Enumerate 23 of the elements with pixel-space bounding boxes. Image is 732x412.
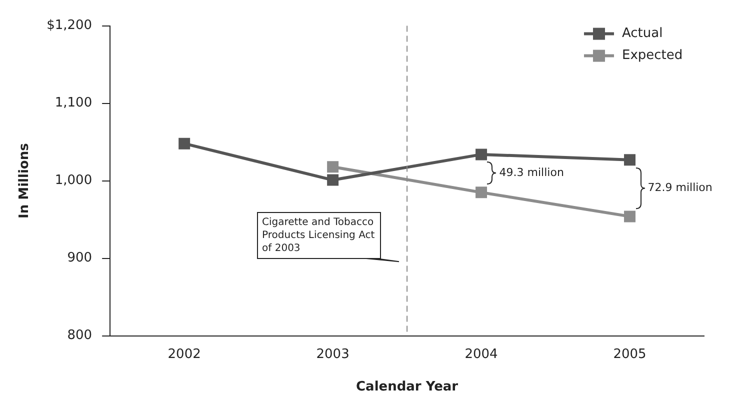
legend-label: Actual [622,26,663,42]
x-tick-label: 2005 [613,346,646,362]
x-axis-title: Calendar Year [356,380,459,395]
point [178,138,190,150]
x-tick-label: 2002 [168,346,201,362]
annotation: 49.3 million [499,166,564,180]
point [624,210,636,222]
y-tick-label: 1,000 [54,173,92,188]
point [327,161,339,173]
y-tick-label: 900 [67,250,92,266]
annotation: Cigarette and Tobacco Products Licensing Act of 2003 [257,212,382,259]
x-tick-label: 2004 [464,346,498,362]
legend-label: Expected [622,48,683,64]
y-axis-title: In Millions [17,142,32,218]
annotation: 72.9 million [648,181,712,196]
x-tick-label: 2003 [316,346,350,362]
y-tick-label: 1,100 [54,96,92,111]
point [476,186,488,198]
point [327,174,339,186]
point [476,148,488,160]
y-tick-label: $1,200 [46,18,92,34]
point [624,154,636,166]
y-tick-label: 800 [67,328,92,344]
